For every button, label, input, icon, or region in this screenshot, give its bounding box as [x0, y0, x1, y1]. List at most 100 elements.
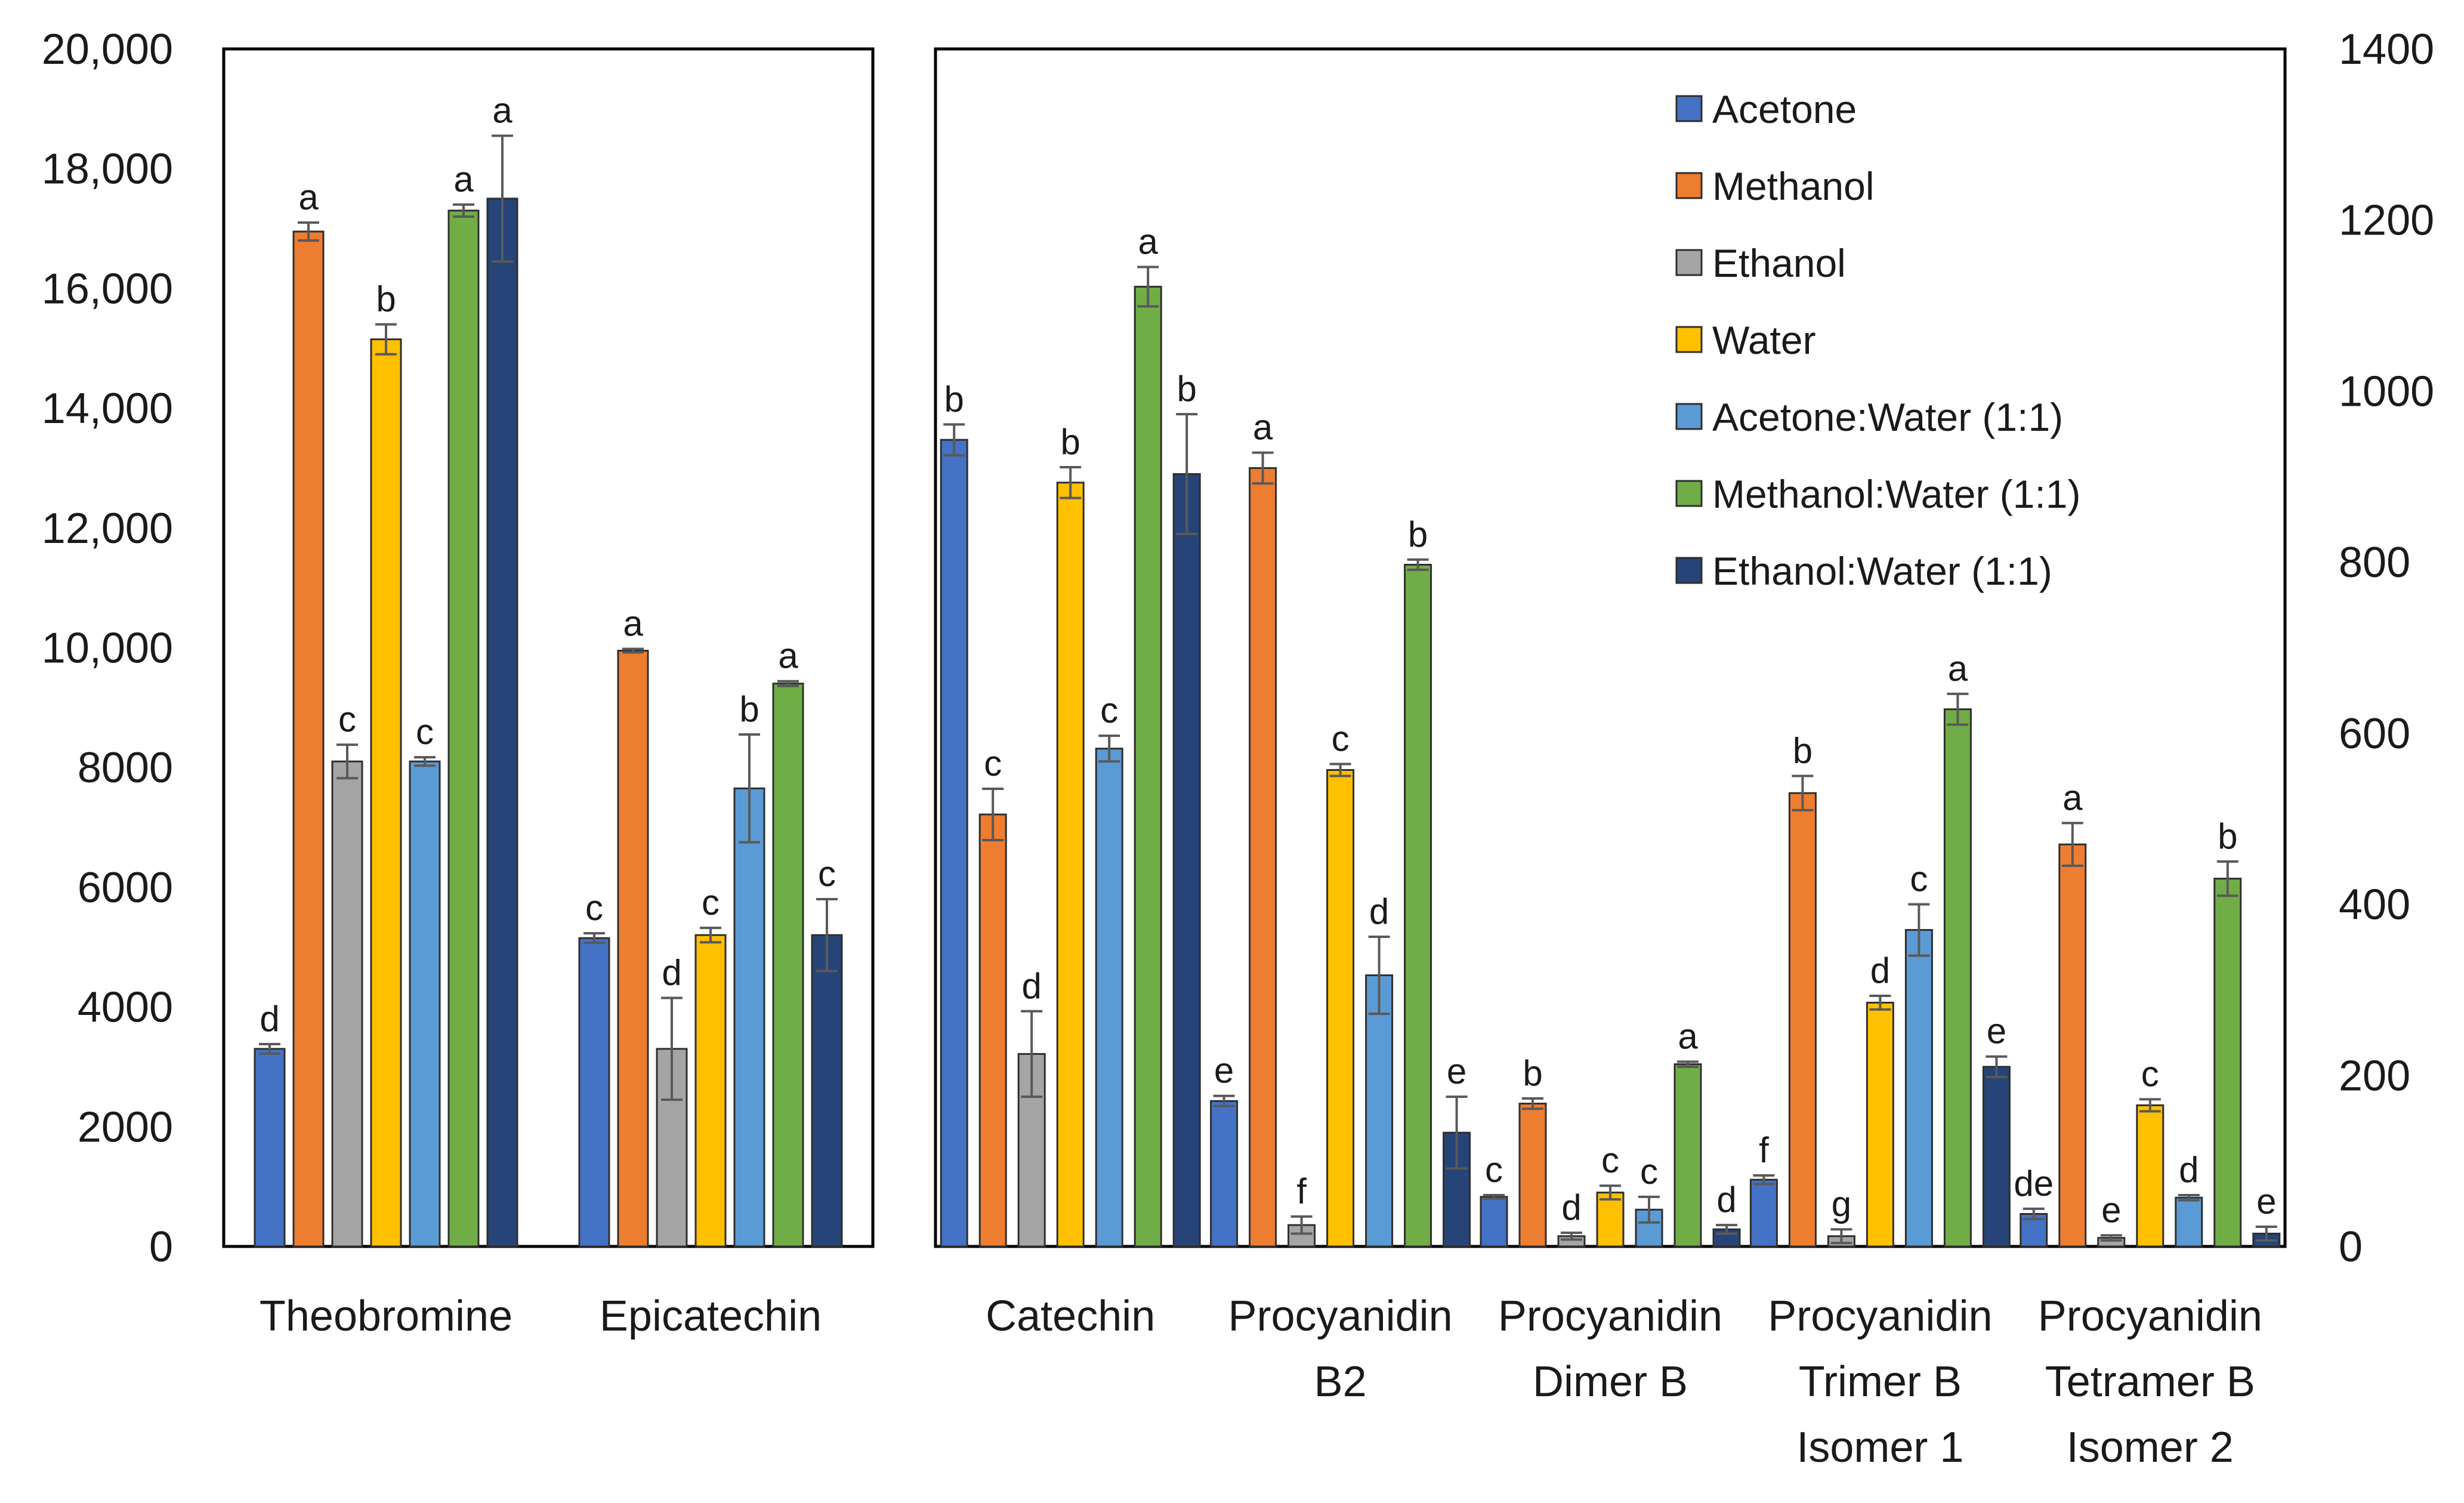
y-tick-label: 4000 [78, 984, 173, 1032]
category-label: Procyanidin [1228, 1292, 1452, 1340]
legend-swatch [1675, 403, 1703, 430]
significance-letter: d [1369, 891, 1389, 931]
bar [978, 813, 1007, 1248]
y-tick-label: 16,000 [42, 265, 173, 313]
category-label: Theobromine [260, 1292, 512, 1340]
significance-letter: f [1296, 1171, 1307, 1211]
significance-letter: a [1678, 1016, 1698, 1056]
bar [2136, 1104, 2165, 1248]
bar [1172, 473, 1201, 1248]
bar [1518, 1103, 1547, 1248]
significance-letter: a [1253, 408, 1273, 447]
category-label: Isomer 2 [2067, 1424, 2234, 1471]
bar [1943, 708, 1972, 1248]
significance-letter: d [662, 953, 681, 993]
significance-letter: d [1716, 1180, 1736, 1220]
plot-area-border-left [222, 47, 875, 1248]
significance-letter: a [2062, 777, 2083, 817]
significance-letter: g [1832, 1184, 1851, 1224]
bar [1210, 1100, 1239, 1248]
significance-letter: b [739, 689, 759, 729]
significance-letter: e [1447, 1051, 1466, 1091]
y-tick-label: 0 [2339, 1223, 2363, 1271]
bar [447, 209, 480, 1248]
bar [2058, 843, 2087, 1248]
y-tick-label: 8000 [78, 744, 173, 792]
bar [617, 650, 649, 1248]
legend-swatch [1675, 326, 1703, 353]
significance-letter: c [984, 743, 1002, 783]
significance-letter: c [1100, 690, 1118, 730]
significance-letter: b [2218, 816, 2237, 856]
y-tick-label: 2000 [78, 1103, 173, 1151]
legend-label: Methanol [1712, 164, 1875, 208]
y-tick-label: 0 [149, 1223, 173, 1271]
category-label: Catechin [986, 1292, 1155, 1340]
category-label: Epicatechin [600, 1292, 822, 1340]
bar [1596, 1192, 1625, 1248]
significance-letter: f [1759, 1130, 1769, 1170]
bar [1365, 974, 1394, 1248]
significance-letter: b [1177, 369, 1197, 409]
legend-label: Water [1712, 318, 1816, 362]
y-tick-label: 10,000 [42, 625, 173, 672]
significance-letter: b [1793, 731, 1813, 771]
bar [1134, 286, 1162, 1248]
y-tick-label: 20,000 [42, 26, 173, 73]
bar [940, 439, 968, 1248]
y-tick-label: 18,000 [42, 146, 173, 193]
legend-label: Ethanol [1712, 241, 1846, 285]
significance-letter: a [298, 177, 319, 217]
significance-letter: c [416, 712, 434, 752]
significance-letter: a [1948, 649, 1968, 689]
significance-letter: e [1987, 1011, 2006, 1051]
significance-letter: b [376, 279, 396, 319]
significance-letter: e [2101, 1190, 2121, 1230]
significance-letter: e [1214, 1051, 1234, 1091]
bar [1673, 1063, 1702, 1248]
legend: Acetone Methanol Ethanol Water Acetone:Water… [1675, 87, 2080, 593]
legend-label: Acetone:Water (1:1) [1712, 395, 2063, 439]
significance-letter: b [944, 379, 964, 419]
bar [2213, 878, 2242, 1248]
significance-letter: c [1601, 1140, 1619, 1180]
significance-letter: de [2014, 1163, 2054, 1203]
category-label: Procyanidin [1768, 1292, 1992, 1340]
y-tick-label: 12,000 [42, 505, 173, 553]
bar [292, 230, 325, 1248]
bar [1095, 748, 1123, 1248]
significance-letter: a [623, 604, 643, 644]
significance-letter: e [2256, 1181, 2276, 1221]
category-label: Isomer 1 [1796, 1424, 1963, 1471]
significance-letter: d [1561, 1187, 1581, 1227]
significance-letter: c [2141, 1054, 2159, 1094]
category-label: Dimer B [1533, 1358, 1688, 1406]
y-tick-label: 14,000 [42, 385, 173, 433]
category-label: Trimer B [1799, 1358, 1962, 1406]
significance-letter: c [338, 699, 356, 739]
significance-letter: d [1870, 950, 1890, 990]
legend-label: Methanol:Water (1:1) [1712, 472, 2080, 516]
bar [578, 937, 610, 1248]
bar [1480, 1196, 1508, 1248]
significance-letter: d [260, 999, 279, 1039]
y-tick-label: 600 [2339, 710, 2410, 758]
bar [1788, 792, 1817, 1248]
bar [1904, 929, 1933, 1248]
bar [1866, 1001, 1894, 1248]
significance-letter: c [1332, 718, 1350, 758]
bar [772, 683, 804, 1248]
significance-letter: c [702, 882, 720, 922]
legend-swatch [1675, 480, 1703, 507]
significance-letter: a [453, 159, 474, 199]
significance-letter: a [492, 91, 512, 131]
y-tick-label: 200 [2339, 1052, 2410, 1100]
category-label: Procyanidin [2038, 1292, 2262, 1340]
significance-letter: c [1910, 859, 1928, 899]
significance-letter: b [1408, 514, 1428, 554]
significance-letter: c [585, 888, 603, 928]
legend-label: Ethanol:Water (1:1) [1712, 549, 2052, 593]
significance-letter: a [778, 636, 798, 676]
